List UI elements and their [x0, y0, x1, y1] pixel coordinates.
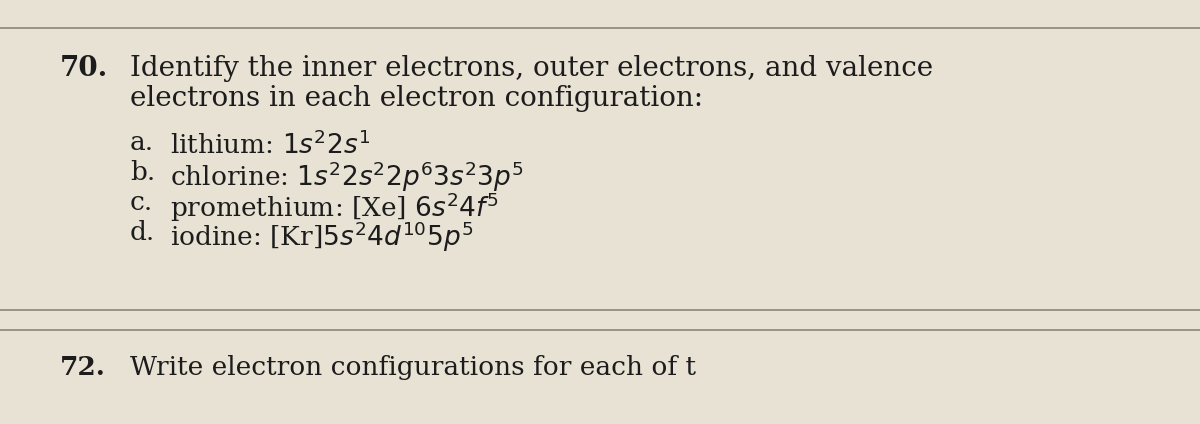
Text: 70.: 70.	[60, 55, 108, 82]
Text: Identify the inner electrons, outer electrons, and valence: Identify the inner electrons, outer elec…	[130, 55, 934, 82]
Text: 72.: 72.	[60, 355, 106, 380]
Text: c.: c.	[130, 190, 154, 215]
Text: lithium: $1s^{2}2s^{1}$: lithium: $1s^{2}2s^{1}$	[170, 130, 370, 159]
Text: promethium: [Xe] $6s^{2}4f^{5}$: promethium: [Xe] $6s^{2}4f^{5}$	[170, 190, 499, 223]
Text: a.: a.	[130, 130, 154, 155]
Text: b.: b.	[130, 160, 155, 185]
Text: Write electron configurations for each of t: Write electron configurations for each o…	[130, 355, 696, 380]
Text: iodine: [Kr]$5s^{2}4d^{10}5p^{5}$: iodine: [Kr]$5s^{2}4d^{10}5p^{5}$	[170, 220, 473, 254]
Text: electrons in each electron configuration:: electrons in each electron configuration…	[130, 85, 703, 112]
Text: chlorine: $1s^{2}2s^{2}2p^{6}3s^{2}3p^{5}$: chlorine: $1s^{2}2s^{2}2p^{6}3s^{2}3p^{5…	[170, 160, 524, 195]
Text: d.: d.	[130, 220, 155, 245]
